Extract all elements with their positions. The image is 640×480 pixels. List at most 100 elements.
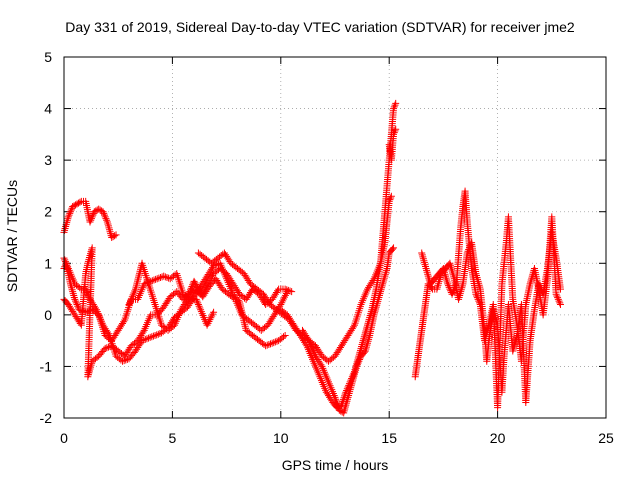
data-point-trace-d: [83, 289, 91, 297]
data-point-trace-a: [73, 200, 81, 208]
data-point-trace-f: [387, 194, 395, 202]
data-point-trace-b: [194, 301, 202, 309]
data-point-trace-d: [61, 258, 69, 266]
plot-frame: [63, 56, 607, 419]
data-point-trace-k: [422, 263, 430, 271]
data-point-trace-a: [67, 206, 75, 214]
data-point-trace-k: [424, 272, 432, 280]
data-point-trace-h: [335, 406, 343, 414]
y-tick-label: 4: [44, 101, 52, 117]
data-point-trace-j: [434, 281, 442, 289]
data-point-trace-a: [106, 226, 114, 234]
data-point-trace-d: [82, 285, 90, 293]
data-point-trace-d: [268, 339, 276, 347]
data-point-trace-c: [276, 302, 284, 310]
data-point-trace-b: [160, 272, 168, 280]
data-point-trace-c: [192, 280, 200, 288]
data-point-trace-b: [70, 292, 78, 300]
y-tick-label: 2: [44, 204, 52, 220]
data-point-trace-d: [104, 330, 112, 338]
data-point-trace-a: [108, 234, 116, 241]
data-point-trace-c: [139, 328, 147, 336]
data-point-trace-k: [555, 297, 563, 305]
data-point-trace-h: [379, 278, 387, 286]
data-point-trace-k: [450, 285, 458, 293]
data-point-trace-d: [151, 331, 159, 339]
y-tick-label: -2: [40, 410, 53, 426]
data-point-trace-k: [450, 287, 458, 295]
data-point-trace-k: [443, 276, 451, 284]
y-tick-label: 3: [44, 152, 52, 168]
data-point-trace-d: [263, 341, 271, 349]
data-point-trace-k: [553, 292, 561, 300]
data-point-trace-k: [556, 301, 564, 309]
data-point-trace-b: [72, 297, 80, 305]
data-point-trace-k: [474, 295, 482, 303]
data-point-trace-k: [451, 283, 459, 291]
data-point-trace-i: [390, 129, 398, 137]
data-point-trace-c: [101, 344, 109, 352]
data-point-trace-k: [556, 299, 564, 307]
data-point-trace-a: [74, 199, 82, 207]
data-point-trace-g: [390, 103, 398, 111]
data-point-trace-d: [76, 284, 84, 292]
data-point-trace-d: [140, 336, 148, 344]
data-point-trace-b: [161, 273, 169, 281]
data-point-trace-k: [418, 249, 426, 257]
data-point-trace-b: [196, 304, 204, 312]
data-point-trace-h: [379, 280, 387, 288]
data-point-trace-k: [476, 299, 484, 307]
data-point-trace-b: [69, 290, 77, 298]
data-point-trace-d: [141, 335, 149, 343]
data-point-trace-c: [93, 353, 101, 361]
y-tick-label: 5: [44, 49, 52, 65]
data-point-trace-f: [349, 323, 357, 331]
data-point-trace-h: [378, 282, 386, 290]
data-point-trace-b: [72, 299, 80, 307]
data-point-trace-a: [96, 206, 104, 214]
data-point-trace-a: [64, 213, 72, 221]
data-point-trace-k: [473, 292, 481, 300]
data-point-trace-k: [552, 290, 560, 298]
data-point-trace-a: [106, 228, 114, 236]
data-point-trace-b: [193, 297, 201, 305]
data-point-trace-b: [195, 302, 203, 310]
data-point-trace-h: [353, 361, 361, 369]
data-point-trace-b: [153, 275, 161, 283]
y-tick-label: 1: [44, 255, 52, 271]
x-tick-label: 20: [490, 430, 506, 446]
data-point-trace-a: [88, 213, 96, 221]
data-point-trace-d: [61, 256, 69, 264]
data-point-trace-k: [449, 289, 457, 297]
data-point-trace-k: [423, 266, 431, 274]
data-point-trace-h: [355, 357, 363, 365]
data-point-trace-d: [145, 334, 153, 342]
data-point-trace-a: [67, 208, 75, 216]
data-point-trace-a: [63, 217, 71, 225]
data-point-trace-a: [70, 202, 78, 210]
data-point-trace-k: [554, 294, 562, 302]
data-point-trace-a: [102, 215, 110, 223]
data-point-trace-a: [95, 205, 103, 213]
data-point-trace-k: [422, 264, 430, 272]
data-point-trace-d: [138, 337, 146, 345]
data-point-trace-k: [554, 295, 562, 303]
data-point-trace-a: [89, 211, 97, 219]
data-point-trace-c: [191, 279, 199, 287]
data-point-trace-k: [420, 257, 428, 265]
y-tick-label: 0: [44, 307, 52, 323]
data-point-trace-g: [392, 99, 400, 107]
data-point-trace-a: [99, 208, 107, 216]
data-point-trace-g: [390, 105, 398, 113]
x-tick-label: 25: [598, 430, 614, 446]
data-point-trace-h: [304, 335, 312, 343]
data-point-trace-a: [76, 198, 84, 206]
data-point-trace-d: [82, 287, 90, 295]
data-point-trace-e: [288, 288, 296, 296]
data-point-trace-d: [85, 294, 93, 302]
data-point-trace-a: [61, 224, 69, 232]
data-point-trace-b: [165, 274, 173, 282]
data-point-trace-k: [472, 290, 480, 298]
data-point-trace-d: [156, 330, 164, 338]
data-point-trace-d: [154, 330, 162, 338]
